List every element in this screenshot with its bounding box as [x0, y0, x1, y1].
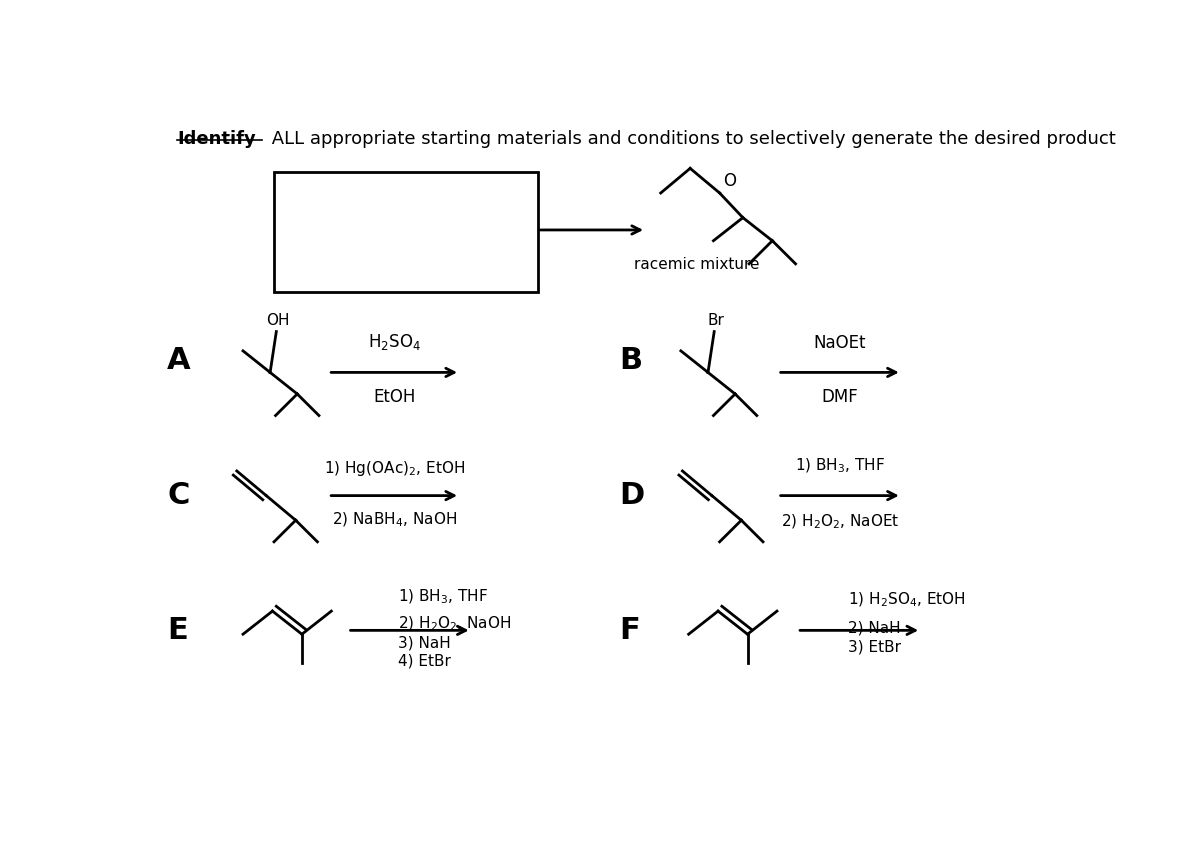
Text: 4) EtBr: 4) EtBr — [398, 654, 451, 669]
Text: Br: Br — [707, 313, 724, 327]
Text: OH: OH — [266, 313, 289, 327]
Text: 3) EtBr: 3) EtBr — [847, 640, 900, 655]
Text: 2) H$_2$O$_2$, NaOH: 2) H$_2$O$_2$, NaOH — [398, 615, 511, 633]
Text: 2) H$_2$O$_2$, NaOEt: 2) H$_2$O$_2$, NaOEt — [780, 512, 899, 531]
Text: NaOEt: NaOEt — [814, 334, 866, 352]
Text: B: B — [619, 346, 642, 375]
Text: 3) NaH: 3) NaH — [398, 636, 451, 651]
Text: 1) BH$_3$, THF: 1) BH$_3$, THF — [794, 456, 884, 475]
Text: 2) NaH: 2) NaH — [847, 620, 900, 636]
Text: O: O — [722, 172, 736, 190]
Text: ALL appropriate starting materials and conditions to selectively generate the de: ALL appropriate starting materials and c… — [266, 130, 1116, 148]
Text: racemic mixture: racemic mixture — [634, 257, 760, 272]
Text: D: D — [619, 481, 644, 510]
Text: 1) Hg(OAc)$_2$, EtOH: 1) Hg(OAc)$_2$, EtOH — [324, 459, 464, 478]
Text: Identify: Identify — [178, 130, 256, 148]
Text: H$_2$SO$_4$: H$_2$SO$_4$ — [367, 332, 421, 352]
Text: 2) NaBH$_4$, NaOH: 2) NaBH$_4$, NaOH — [331, 511, 457, 530]
Text: DMF: DMF — [821, 388, 858, 406]
Text: A: A — [167, 346, 191, 375]
Text: C: C — [167, 481, 190, 510]
Text: 1) H$_2$SO$_4$, EtOH: 1) H$_2$SO$_4$, EtOH — [847, 590, 965, 609]
Text: 1) BH$_3$, THF: 1) BH$_3$, THF — [398, 588, 488, 606]
Text: EtOH: EtOH — [373, 388, 415, 406]
Text: E: E — [167, 616, 188, 645]
Text: F: F — [619, 616, 640, 645]
Bar — [274, 172, 538, 291]
